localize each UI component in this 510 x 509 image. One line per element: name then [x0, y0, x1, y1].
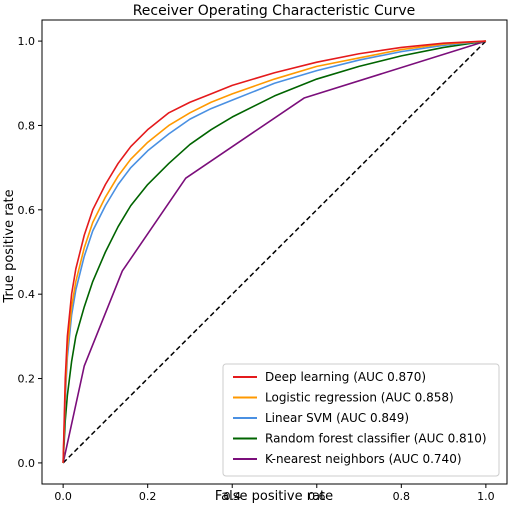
roc-series-line — [62, 40, 486, 463]
y-tick-label: 0.2 — [18, 373, 36, 386]
x-tick-label: 0.6 — [308, 490, 326, 503]
legend-label: Linear SVM (AUC 0.849) — [265, 411, 409, 425]
x-tick-label: 1.0 — [477, 490, 495, 503]
reference-layer — [62, 40, 487, 464]
legend-box — [222, 363, 500, 477]
plot-area — [41, 19, 508, 485]
plot-frame — [41, 19, 508, 485]
legend-label: Deep learning (AUC 0.870) — [265, 370, 426, 384]
x-tick-label: 0.2 — [139, 490, 157, 503]
x-axis: 0.0 0.2 0.4 0.6 0.8 1.0 — [54, 484, 495, 503]
x-tick-label: 0.0 — [54, 490, 72, 503]
chance-reference-line — [62, 40, 487, 464]
legend-label: Logistic regression (AUC 0.858) — [265, 391, 454, 405]
y-axis: 0.0 0.2 0.4 0.6 0.8 1.0 — [18, 35, 42, 470]
chart-title: Receiver Operating Characteristic Curve — [133, 3, 416, 19]
x-tick-label: 0.4 — [223, 490, 241, 503]
x-axis-label: False positive rate — [215, 489, 333, 504]
legend: Deep learning (AUC 0.870) Logistic regres… — [222, 363, 500, 477]
y-tick-label: 0.8 — [18, 119, 36, 132]
roc-series-line — [62, 40, 487, 464]
y-tick-label: 0.0 — [18, 457, 36, 470]
roc-series-line — [62, 40, 486, 463]
legend-label: K-nearest neighbors (AUC 0.740) — [265, 452, 462, 466]
roc-series-line — [62, 40, 486, 463]
legend-label: Random forest classifier (AUC 0.810) — [265, 432, 487, 446]
roc-series-line — [62, 40, 486, 463]
y-tick-label: 0.4 — [18, 288, 36, 301]
x-tick-label: 0.8 — [393, 490, 411, 503]
series-layer — [62, 40, 487, 464]
y-tick-label: 1.0 — [18, 35, 36, 48]
y-tick-label: 0.6 — [18, 204, 36, 217]
y-axis-label: True positive rate — [2, 189, 17, 303]
